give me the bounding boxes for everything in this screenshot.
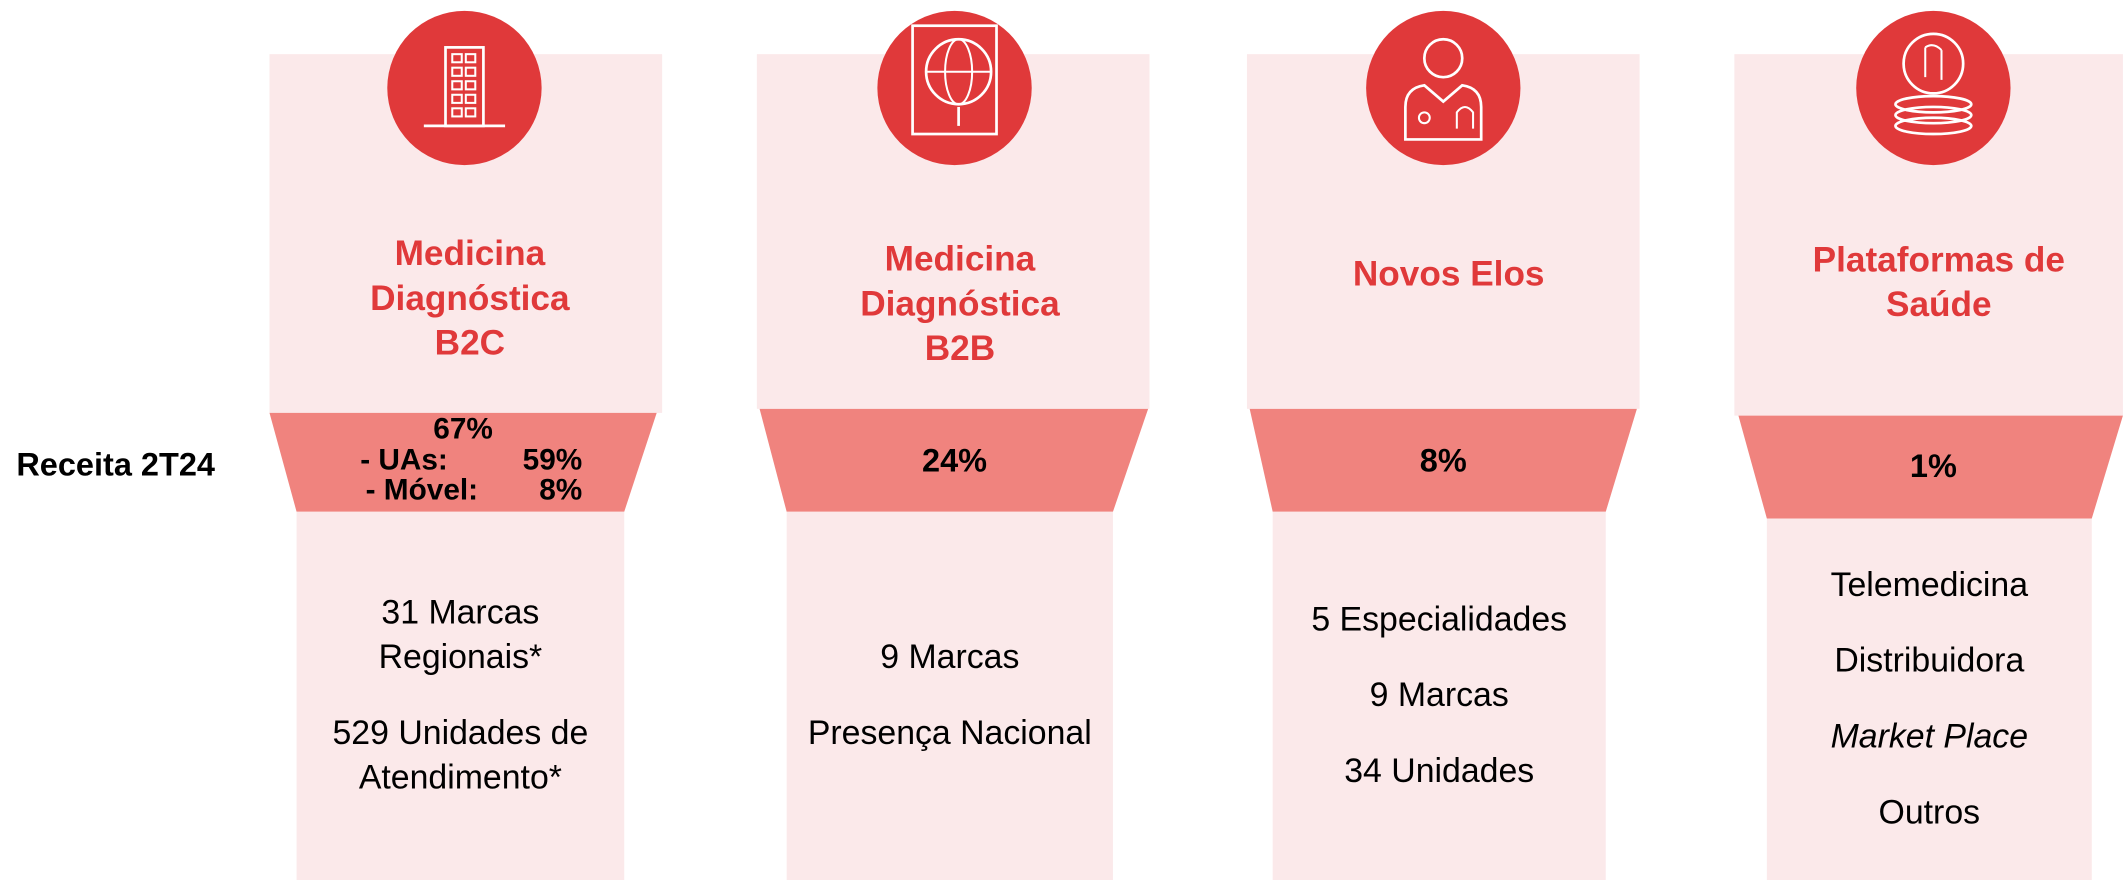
icon-shape [451,80,463,91]
column: Plataformas de Saúde 1% Telemedicina Distrib… [1734,10,2123,880]
column-title: B2B [925,329,995,368]
detail-text: Presença Nacional [808,714,1092,752]
icon-shape [451,66,463,77]
revenue-value: 1% [1910,448,1957,484]
icon-shape [1902,32,1965,95]
icon-shape [464,93,477,104]
revenue-band [759,408,1149,512]
icon-shape [464,53,477,64]
column-title: Diagnóstica [860,284,1060,323]
icon-shape [451,93,463,104]
column-title: Plataformas de [1813,240,2065,279]
icon-shape [911,24,998,136]
icon-circle [387,10,542,166]
revenue-value: 24% [922,443,987,479]
detail-text: Atendimento* [359,759,562,797]
revenue-band [269,412,657,512]
column: Novos Elos 8% 5 Especialidades 9 Marcas 34 U… [1246,10,1640,880]
icon-shape [1417,111,1431,125]
breakdown-label: - UAs: [360,444,448,477]
bottom-panel [1766,518,2092,880]
bottom-panel [1272,511,1606,880]
icon-shape [451,53,463,64]
detail-text: 34 Unidades [1344,752,1534,790]
breakdown-value: 59% [523,444,583,477]
icon-shape [1422,37,1464,79]
breakdown-value: 8% [539,473,582,506]
detail-text: 9 Marcas [1370,676,1509,714]
detail-text: 31 Marcas [381,594,539,632]
bottom-panel [786,511,1113,880]
column: Medicina Diagnóstica B2C 67%- UAs: 59% - Móve… [269,10,663,880]
column-title: Diagnóstica [370,279,570,318]
bottom-panel [296,511,625,880]
detail-text: 529 Unidades de [332,714,588,752]
icon-shape [1894,116,1973,136]
detail-text: 9 Marcas [880,638,1019,676]
revenue-value: 67% [433,412,493,445]
revenue-band [1738,415,2123,519]
icon-circle [1366,10,1521,166]
revenue-band [1249,408,1637,512]
detail-text: Telemedicina [1831,566,2029,604]
detail-text: Market Place [1831,717,2028,755]
detail-text: Distribuidora [1834,642,2024,680]
icon-shape [464,80,477,91]
detail-text: 5 Especialidades [1311,600,1567,638]
column-title: Saúde [1886,285,1992,324]
revenue-value: 8% [1420,443,1467,479]
icon-shape [451,107,463,118]
column-title: B2C [435,324,505,363]
column-title: Medicina [395,234,546,273]
icon-shape [1894,94,1973,114]
icon-shape [464,107,477,118]
detail-text: Outros [1879,793,1981,831]
icon-shape [1455,105,1475,129]
row-label: Receita 2T24 [16,447,215,483]
column-title: Novos Elos [1353,254,1545,293]
breakdown-label: - Móvel: [366,473,478,506]
icon-circle [877,10,1032,166]
column: Medicina Diagnóstica B2B 24% 9 Marcas Presenç… [756,10,1150,880]
icon-shape [1404,83,1483,141]
icon-shape [464,66,477,77]
detail-text: Regionais* [379,638,543,676]
column-title: Medicina [885,240,1036,279]
icon-shape [1924,44,1943,80]
icon-shape [1894,105,1973,125]
